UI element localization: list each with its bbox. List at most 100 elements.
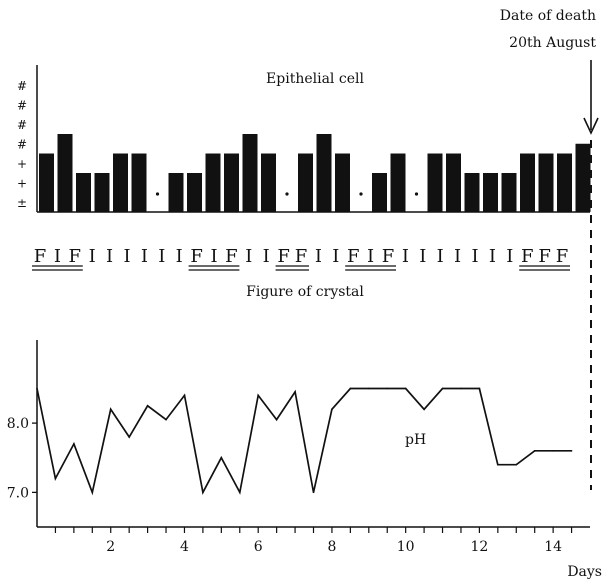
y-tick-label: 8.0 [7, 416, 29, 432]
bar-y-tick-label: ± [17, 196, 27, 210]
crystal-letter: I [245, 246, 252, 267]
crystal-letter: I [176, 246, 183, 267]
bar [501, 173, 517, 212]
crystal-letter: I [315, 246, 322, 267]
ph-line-chart: 7.0 8.0 2 4 6 8 10 12 14 pH Days [7, 340, 602, 580]
line-x-ticks: 2 4 6 8 10 12 14 [54, 527, 573, 555]
crystal-letter: I [419, 246, 426, 267]
x-tick-label: 6 [254, 539, 263, 555]
crystal-letter: F [295, 246, 308, 267]
bar [168, 173, 184, 212]
ph-point [91, 491, 94, 494]
crystal-letter: I [89, 246, 96, 267]
crystal-letter: I [402, 246, 409, 267]
bar [131, 153, 147, 212]
crystal-letter: F [69, 246, 82, 267]
bar-y-tick-label: # [17, 79, 27, 93]
crystal-letter: I [106, 246, 113, 267]
crystal-letter: I [123, 246, 130, 267]
crystal-letter: I [454, 246, 461, 267]
x-tick-label: 8 [327, 539, 336, 555]
x-tick-label: 10 [397, 539, 415, 555]
bar [261, 153, 276, 212]
bar [483, 173, 498, 212]
ph-point [312, 491, 315, 494]
bar-y-tick-label: + [17, 177, 27, 191]
bar [224, 153, 239, 212]
y-tick-label: 7.0 [7, 485, 29, 501]
crystal-letter: I [471, 246, 478, 267]
ph-point [202, 491, 204, 494]
crystal-letter: F [556, 246, 569, 267]
bar [335, 153, 350, 212]
ph-point [349, 387, 352, 390]
bar-zero-dot [155, 192, 160, 196]
ph-point [478, 387, 481, 390]
ph-point [36, 387, 38, 390]
bar [520, 153, 535, 212]
x-tick-label: 14 [544, 539, 562, 555]
ph-point [570, 450, 573, 452]
bar [57, 134, 73, 212]
bar-y-tick-label: # [17, 118, 27, 132]
crystal-letter: I [210, 246, 217, 267]
bar-y-tick-labels: ± + + # # # # [17, 79, 27, 210]
ph-point [294, 391, 296, 393]
crystal-letter: F [34, 246, 47, 267]
ph-point [165, 418, 167, 421]
ph-point [257, 394, 260, 397]
crystal-caption: Figure of crystal [246, 284, 364, 300]
death-arrow-head [583, 117, 599, 135]
crystal-letter: I [489, 246, 496, 267]
ph-point [331, 408, 333, 411]
ph-point [275, 418, 278, 421]
epithelial-cell-chart: Epithelial cell ± + + # # # # [17, 65, 591, 213]
ph-point [368, 387, 370, 390]
ph-point [552, 450, 554, 452]
bar [538, 153, 554, 212]
ph-points [36, 387, 573, 494]
crystal-letter: F [347, 246, 360, 267]
bar-zero-dot [414, 192, 419, 196]
bar [242, 134, 258, 212]
x-tick-label: 4 [180, 539, 189, 555]
ph-point [146, 404, 149, 407]
ph-point [220, 456, 223, 459]
crystal-letter: I [158, 246, 165, 267]
bar-series [39, 134, 591, 212]
crystal-letter: I [506, 246, 513, 267]
bar [76, 173, 91, 212]
ph-point [460, 387, 462, 390]
ph-point [128, 436, 130, 438]
x-tick-label: 12 [470, 539, 488, 555]
ph-point [73, 443, 75, 445]
ph-point [423, 408, 425, 411]
bar-zero-dot [285, 192, 289, 196]
crystal-letter: I [54, 246, 61, 267]
crystal-letter: F [521, 246, 534, 267]
bar-y-tick-label: + [17, 157, 27, 171]
crystal-underlines [32, 265, 570, 271]
bar [372, 173, 387, 212]
bar [187, 173, 202, 212]
ph-point [183, 394, 186, 397]
bar-chart-title: Epithelial cell [266, 71, 364, 87]
bar [113, 153, 128, 212]
crystal-letter: I [332, 246, 339, 267]
bar [464, 173, 480, 212]
crystal-letter: I [367, 246, 374, 267]
ph-point [238, 491, 241, 494]
bar [427, 153, 443, 212]
bar [557, 153, 572, 212]
bar [298, 153, 313, 212]
ph-point [54, 477, 57, 480]
ph-point [404, 387, 407, 390]
ph-point [109, 408, 112, 411]
bar [446, 153, 461, 212]
ph-point [497, 463, 499, 466]
x-tick-label: 2 [106, 539, 115, 555]
ph-series-line [36, 387, 572, 496]
